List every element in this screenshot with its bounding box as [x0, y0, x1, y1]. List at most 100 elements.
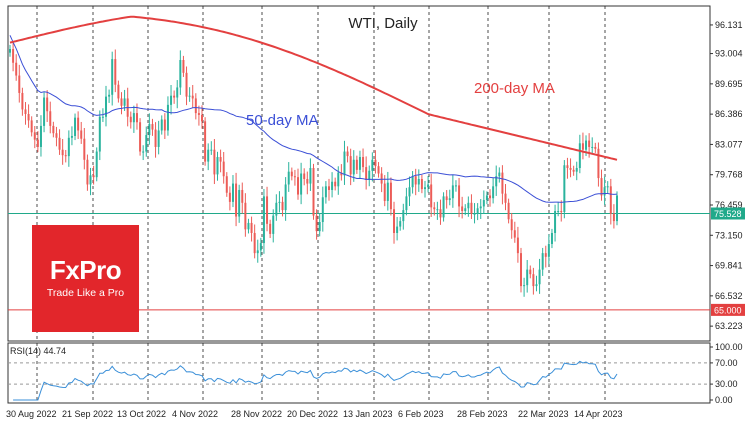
candle-body	[597, 148, 600, 179]
main-plot-frame	[7, 5, 711, 342]
candle-body	[526, 269, 529, 286]
candle-body	[74, 117, 77, 136]
y-tick-label: 76.459	[715, 200, 743, 210]
candle-body	[402, 210, 405, 222]
y-tick-label: 69.841	[715, 261, 743, 271]
candle-body	[64, 155, 67, 157]
candle-body	[489, 195, 492, 199]
candle-body	[191, 95, 194, 99]
candle-body	[39, 125, 42, 147]
candle-body	[377, 166, 380, 174]
candle-body	[405, 196, 408, 211]
candle-body	[343, 151, 346, 176]
candle-body	[86, 159, 89, 185]
candle-body	[495, 176, 498, 187]
candle-body	[467, 202, 470, 209]
y-tick-label: 73.150	[715, 230, 743, 240]
candle-body	[77, 117, 80, 131]
current-price-tag: 75.528	[714, 209, 742, 219]
candle-body	[303, 173, 306, 179]
candle-body	[36, 139, 39, 147]
candle-body	[297, 177, 300, 195]
candle-body	[244, 202, 247, 230]
candle-body	[544, 253, 547, 257]
candle-body	[70, 135, 73, 138]
candle-body	[324, 186, 327, 198]
candle-body	[9, 49, 11, 53]
candle-body	[591, 146, 594, 148]
candle-body	[111, 59, 114, 95]
candle-body	[219, 157, 222, 162]
candle-body	[365, 167, 368, 180]
candle-body	[485, 195, 488, 201]
candle-body	[95, 151, 98, 178]
candle-body	[479, 206, 482, 209]
candle-body	[89, 175, 92, 185]
candle-body	[461, 206, 464, 212]
y-tick-label: 96.131	[715, 20, 743, 30]
candle-body	[414, 176, 417, 185]
candle-body	[67, 137, 70, 157]
rsi-label: RSI(14) 44.74	[10, 346, 66, 356]
candle-body	[616, 195, 618, 222]
candle-body	[374, 159, 377, 167]
candle-body	[411, 176, 414, 188]
candle-body	[306, 178, 309, 184]
candle-body	[563, 165, 566, 212]
candle-body	[547, 243, 550, 257]
candle-body	[216, 157, 219, 175]
candle-body	[581, 143, 584, 150]
candle-body	[362, 157, 365, 168]
candle-body	[396, 226, 399, 233]
candle-body	[464, 208, 467, 212]
candle-body	[340, 172, 343, 176]
ma50-label: 50-day MA	[246, 112, 319, 129]
x-tick-label: 22 Mar 2023	[518, 409, 569, 419]
candle-body	[241, 189, 244, 203]
candle-body	[594, 146, 597, 149]
candle-body	[312, 168, 315, 216]
candle-body	[114, 59, 117, 85]
x-tick-label: 6 Feb 2023	[398, 409, 444, 419]
candle-body	[389, 182, 392, 210]
candle-body	[498, 172, 501, 177]
candle-body	[80, 130, 83, 139]
candle-body	[501, 172, 504, 194]
chart-title: WTI, Daily	[348, 15, 418, 32]
candle-body	[334, 181, 337, 187]
candle-body	[262, 196, 265, 244]
candle-body	[235, 183, 238, 217]
candle-body	[572, 169, 575, 172]
candle-body	[433, 207, 436, 210]
x-tick-label: 21 Sep 2022	[62, 409, 113, 419]
candle-body	[606, 186, 609, 188]
candle-body	[519, 253, 522, 287]
candle-body	[123, 98, 126, 106]
candle-body	[61, 149, 64, 156]
candle-body	[454, 185, 457, 187]
x-tick-label: 30 Aug 2022	[6, 409, 57, 419]
candle-body	[566, 165, 569, 169]
y-tick-label: 93.004	[715, 49, 743, 59]
candle-body	[250, 222, 253, 233]
candle-body	[600, 178, 603, 196]
x-tick-label: 20 Dec 2022	[287, 409, 338, 419]
level-price-tag: 65.000	[714, 305, 742, 315]
candle-body	[194, 98, 197, 114]
candle-body	[352, 159, 355, 175]
candle-body	[207, 149, 210, 162]
candle-body	[52, 125, 55, 134]
candle-body	[535, 284, 538, 287]
candle-body	[575, 168, 578, 172]
candle-body	[380, 173, 383, 184]
candle-body	[12, 49, 15, 63]
candle-body	[253, 232, 256, 254]
candle-body	[259, 243, 262, 251]
candle-body	[612, 213, 615, 222]
x-tick-label: 28 Nov 2022	[231, 409, 282, 419]
candle-body	[427, 184, 430, 188]
candle-body	[176, 87, 179, 98]
candle-body	[290, 171, 293, 177]
candle-body	[266, 196, 269, 224]
